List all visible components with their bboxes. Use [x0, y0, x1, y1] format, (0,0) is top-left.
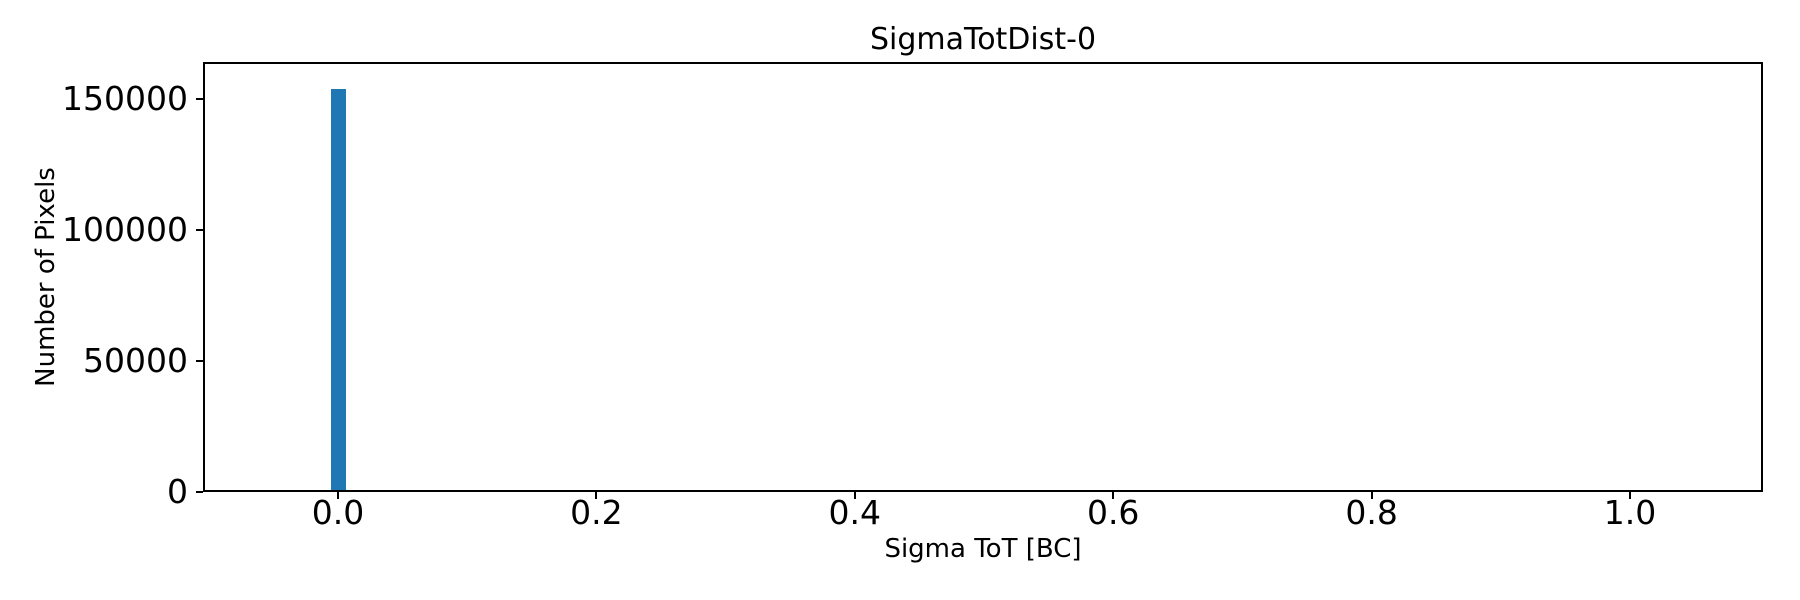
x-tick-label: 1.0: [1603, 493, 1657, 532]
x-tick-mark: [1370, 492, 1373, 499]
x-tick-label: 0.8: [1345, 493, 1398, 532]
x-tick-label: 0.6: [1086, 493, 1140, 532]
y-tick-mark: [196, 97, 203, 100]
x-tick-mark: [1112, 492, 1115, 499]
histogram-bar: [330, 88, 346, 492]
y-tick-label: 150000: [62, 78, 188, 118]
x-tick-label: 0.0: [311, 493, 365, 532]
y-tick-mark: [196, 491, 203, 493]
x-tick-mark: [853, 492, 856, 499]
y-tick-label: 50000: [83, 340, 188, 380]
y-tick-mark: [196, 228, 203, 231]
y-tick-mark: [196, 359, 203, 362]
y-tick-label: 100000: [62, 209, 188, 249]
y-tick-label: 0: [167, 472, 188, 511]
x-tick-label: 0.4: [828, 493, 882, 532]
x-tick-mark: [595, 492, 598, 499]
x-tick-mark: [1629, 492, 1631, 499]
x-axis-label: Sigma ToT [BC]: [884, 534, 1082, 564]
plot-area: [203, 62, 1763, 492]
x-tick-mark: [337, 492, 339, 499]
x-tick-label: 0.2: [570, 493, 623, 532]
chart-title: SigmaTotDist-0: [869, 22, 1097, 57]
